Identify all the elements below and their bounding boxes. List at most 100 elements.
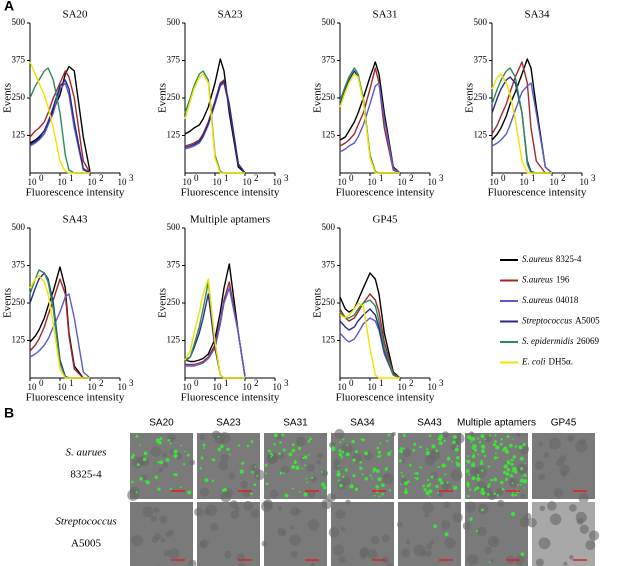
y-tick-label: 375 (474, 55, 488, 65)
cell-shadow (538, 473, 546, 481)
fluorescent-cell (456, 445, 459, 447)
fluorescent-cell (471, 476, 476, 481)
x-tick-label: 10 (213, 177, 223, 187)
fluorescent-cell (169, 442, 172, 445)
fluorescent-cell (401, 475, 404, 478)
fluorescent-cell (520, 552, 525, 557)
fluorescent-cell (452, 440, 456, 445)
row-species: Streptococcus (55, 516, 116, 528)
fluorescent-cell (414, 472, 417, 475)
fluorescent-cell (132, 453, 135, 457)
x-tick-label: 10 (520, 177, 530, 187)
cell-shadow (538, 537, 551, 550)
fluorescent-cell (425, 490, 429, 495)
cell-shadow (553, 488, 564, 498)
cell-shadow (370, 535, 380, 545)
fluorescent-cell (494, 452, 497, 455)
column-header: SA23 (216, 418, 241, 429)
fluorescent-cell (487, 465, 491, 468)
histogram-line (29, 293, 91, 379)
cell-shadow (569, 554, 574, 560)
fluorescent-cell (279, 441, 282, 444)
fluorescent-cell (429, 495, 431, 498)
fluorescent-cell (284, 493, 289, 498)
cell-shadow (575, 511, 587, 523)
cell-shadow (210, 522, 219, 532)
fluorescent-cell (384, 467, 388, 471)
x-tick-label: 10 (183, 382, 193, 392)
fluorescent-cell (137, 463, 140, 467)
legend-strain: 04018 (556, 295, 579, 305)
x-tick-power: 3 (284, 378, 289, 388)
fluorescent-cell (301, 467, 304, 470)
fluorescent-cell (306, 481, 309, 484)
fluorescent-cell (505, 477, 508, 481)
fluorescent-cell (352, 474, 356, 478)
fluorescent-cell (337, 464, 340, 467)
cell-shadow (405, 539, 411, 545)
fluorescent-cell (519, 456, 524, 461)
x-tick-power: 3 (591, 173, 596, 183)
x-tick-power: 1 (379, 378, 384, 388)
cell-shadow (321, 469, 328, 477)
histogram-line (339, 299, 401, 379)
fluorescent-cell (339, 483, 343, 488)
y-tick-label: 125 (167, 130, 181, 140)
fluorescent-cell (187, 490, 192, 495)
fluorescent-cell (454, 447, 459, 452)
x-tick-power: 3 (284, 173, 289, 183)
cell-shadow (527, 517, 537, 528)
fluorescent-cell (135, 434, 139, 438)
fluorescent-cell (345, 452, 350, 457)
x-tick-power: 1 (69, 173, 74, 183)
cell-shadow (307, 490, 316, 498)
fluorescent-cell (494, 434, 497, 437)
y-axis-label: Events (312, 288, 324, 318)
cell-shadow (250, 509, 260, 519)
legend-species: S. epidermidis (522, 336, 574, 346)
legend-strain: A5005 (575, 316, 600, 326)
fluorescent-cell (211, 458, 214, 461)
cell-shadow (290, 551, 298, 558)
fluorescent-cell (503, 446, 508, 452)
fluorescent-cell (157, 440, 162, 445)
cell-shadow (240, 480, 249, 489)
cell-shadow (340, 526, 346, 532)
fluorescent-cell (443, 439, 446, 443)
fluorescent-cell (157, 487, 161, 491)
column-header: SA43 (417, 418, 442, 429)
fluorescent-cell (506, 467, 511, 472)
fluorescent-cell (510, 458, 514, 462)
fluorescent-cell (186, 453, 190, 457)
fluorescent-cell (351, 439, 355, 444)
fluorescent-cell (511, 470, 514, 473)
fluorescent-cell (502, 470, 507, 475)
legend-species: S.aureus (522, 254, 553, 264)
fluorescent-cell (271, 454, 274, 457)
fluorescent-cell (254, 466, 257, 468)
fluorescent-cell (493, 456, 497, 460)
column-header: GP45 (551, 418, 577, 429)
cell-shadow (547, 501, 557, 511)
cell-shadow (443, 501, 451, 509)
y-axis-label: Events (157, 83, 169, 113)
fluorescent-cell (439, 481, 444, 485)
fluorescent-cell (493, 477, 498, 482)
fluorescent-cell (364, 476, 369, 481)
fluorescent-cell (388, 489, 392, 492)
fluorescent-cell (354, 487, 359, 492)
cell-shadow (234, 506, 240, 512)
cell-shadow (575, 440, 588, 453)
cell-shadow (413, 544, 426, 557)
fluorescent-cell (131, 480, 134, 484)
y-tick-label: 250 (167, 92, 181, 102)
cell-shadow (462, 521, 471, 531)
fluorescent-cell (428, 488, 433, 494)
cell-shadow (165, 532, 171, 538)
fluorescent-cell (265, 482, 269, 486)
y-tick-label: 375 (12, 260, 26, 270)
y-tick-label: 125 (322, 130, 336, 140)
cell-shadow (453, 433, 465, 444)
fluorescent-cell (282, 448, 286, 452)
cell-shadow (402, 448, 412, 458)
